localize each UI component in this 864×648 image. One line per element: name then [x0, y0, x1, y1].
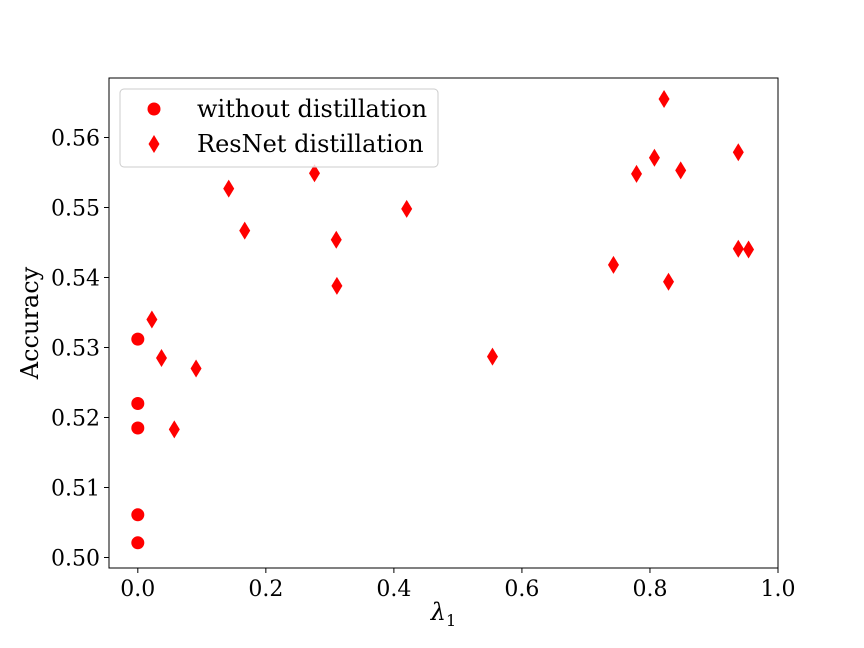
- data-point-circle: [131, 332, 145, 346]
- data-point-diamond: [486, 347, 498, 366]
- data-point-diamond: [155, 349, 167, 367]
- plot-area: [131, 90, 755, 550]
- data-point-circle: [131, 421, 145, 435]
- x-axis-ticks: 0.0 0.2 0.4 0.6 0.8 1.0: [120, 568, 796, 602]
- data-point-circle: [131, 536, 145, 550]
- x-tick-label: 0.2: [248, 577, 283, 602]
- data-point-diamond: [168, 420, 180, 439]
- legend-label: ResNet distillation: [197, 130, 424, 158]
- legend-item: without distillation: [147, 95, 427, 123]
- x-tick-label: 1.0: [761, 577, 796, 602]
- data-point-diamond: [146, 310, 158, 329]
- x-axis-label: λ1: [430, 598, 456, 630]
- x-tick-label: 0.4: [376, 577, 411, 602]
- data-point-diamond: [732, 143, 744, 162]
- legend-marker: [148, 135, 160, 153]
- series-diamond: [146, 90, 755, 439]
- data-point-diamond: [743, 240, 755, 259]
- y-tick-label: 0.53: [51, 337, 100, 362]
- y-axis-label: Accuracy: [16, 266, 44, 380]
- data-point-diamond: [331, 276, 343, 295]
- y-axis-ticks: 0.50 0.51 0.52 0.53 0.54 0.55 0.56: [51, 127, 109, 572]
- legend: without distillation ResNet distillation: [119, 88, 439, 168]
- legend-item: ResNet distillation: [148, 130, 424, 158]
- data-point-diamond: [732, 239, 744, 258]
- data-point-diamond: [631, 164, 643, 183]
- legend-marker: [147, 102, 161, 116]
- data-point-diamond: [330, 230, 342, 249]
- data-point-diamond: [658, 90, 670, 108]
- data-point-circle: [131, 397, 145, 410]
- data-point-diamond: [648, 148, 660, 167]
- data-point-diamond: [607, 255, 619, 274]
- legend-box: [119, 88, 439, 168]
- data-point-diamond: [401, 199, 413, 218]
- data-point-diamond: [190, 359, 202, 378]
- data-point-circle: [131, 508, 145, 522]
- y-tick-label: 0.52: [51, 407, 100, 432]
- x-axis-label-subscript: 1: [446, 611, 456, 630]
- x-tick-label: 0.0: [120, 577, 155, 602]
- data-point-diamond: [663, 272, 675, 291]
- series-circle: [131, 332, 145, 550]
- legend-label: without distillation: [197, 95, 427, 123]
- y-tick-label: 0.55: [51, 197, 100, 222]
- y-tick-label: 0.56: [51, 127, 100, 152]
- y-tick-label: 0.54: [51, 267, 100, 292]
- y-tick-label: 0.51: [51, 477, 100, 502]
- data-point-diamond: [309, 164, 321, 183]
- x-tick-label: 0.8: [632, 577, 667, 602]
- data-point-diamond: [239, 221, 251, 240]
- x-axis-label-symbol: λ: [430, 598, 446, 626]
- data-point-diamond: [675, 161, 687, 180]
- y-tick-label: 0.50: [51, 547, 100, 572]
- plot-frame: [108, 77, 779, 569]
- x-tick-label: 0.6: [504, 577, 539, 602]
- data-point-diamond: [223, 179, 235, 198]
